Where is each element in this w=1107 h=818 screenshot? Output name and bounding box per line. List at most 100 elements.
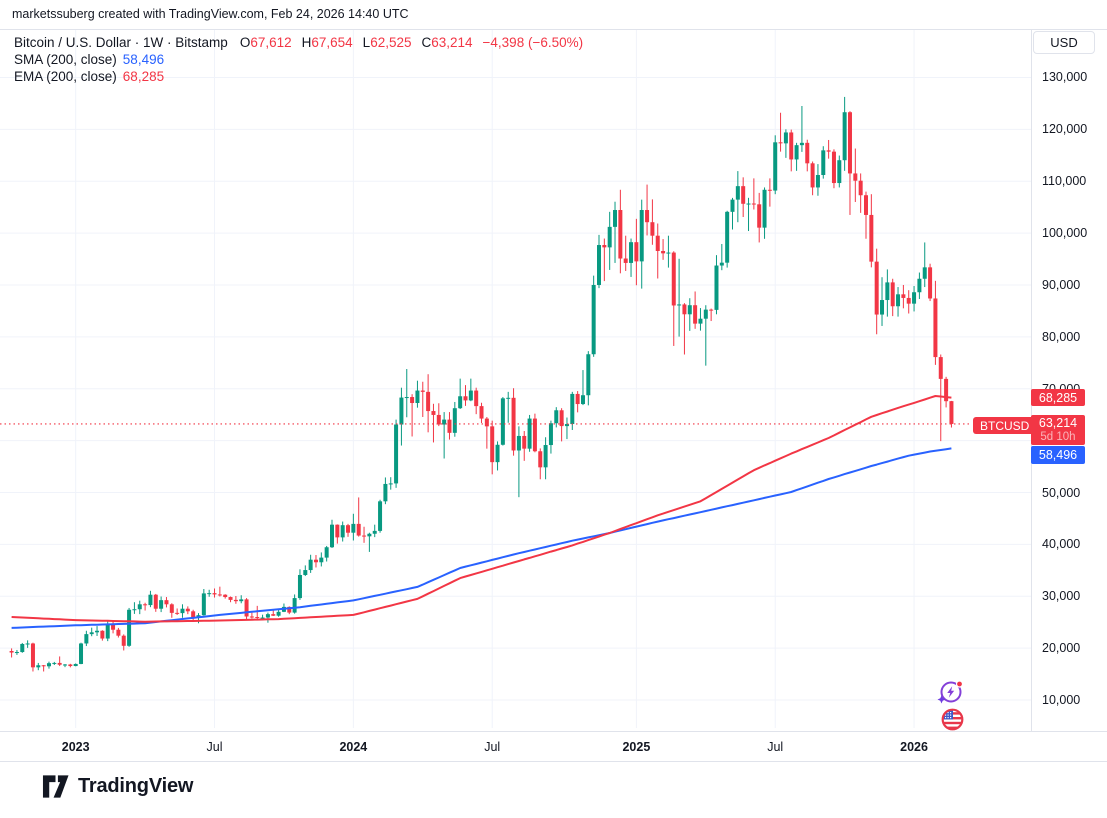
candle[interactable] [137,600,142,615]
candle[interactable] [356,497,361,537]
candle[interactable] [842,96,847,171]
candle[interactable] [372,524,377,538]
candle[interactable] [703,305,708,366]
candle[interactable] [479,402,484,423]
candle[interactable] [20,642,25,653]
candle[interactable] [399,387,404,446]
candle[interactable] [928,263,933,302]
candle[interactable] [650,199,655,245]
candle[interactable] [949,400,954,428]
candle[interactable] [543,437,548,480]
candle[interactable] [68,663,73,668]
candle[interactable] [180,604,185,618]
candle[interactable] [495,441,500,471]
candle[interactable] [132,602,137,614]
candle[interactable] [52,661,57,666]
candle[interactable] [394,419,399,488]
candle[interactable] [410,394,415,437]
candle[interactable] [794,142,799,171]
candle[interactable] [14,649,19,655]
candle[interactable] [484,417,489,449]
candle[interactable] [41,665,46,672]
candle[interactable] [383,477,388,505]
candle[interactable] [837,155,842,188]
candle[interactable] [474,387,479,415]
legend-sma-row[interactable]: SMA (200, close) 58,496 [14,51,583,68]
candle[interactable] [944,376,949,408]
candle[interactable] [922,242,927,288]
candle[interactable] [9,648,14,658]
candle[interactable] [762,187,767,239]
candle[interactable] [826,139,831,159]
candle[interactable] [719,243,724,271]
candle[interactable] [831,149,836,189]
candle[interactable] [511,388,516,456]
candle[interactable] [666,235,671,268]
candle[interactable] [175,608,180,615]
candle[interactable] [853,148,858,202]
price-axis[interactable]: 130,000 120,000 110,000 100,000 90,000 80,000… [1031,30,1107,731]
candle[interactable] [100,630,105,641]
candle[interactable] [751,178,756,210]
candle[interactable] [185,606,190,615]
candle[interactable] [244,598,249,621]
candle[interactable] [709,308,714,322]
candle[interactable] [735,171,740,223]
candle[interactable] [84,630,89,647]
candle[interactable] [789,129,794,172]
candle[interactable] [714,255,719,315]
candle[interactable] [890,278,895,317]
candle[interactable] [362,526,367,543]
candle[interactable] [46,661,51,669]
candle[interactable] [330,519,334,549]
candle[interactable] [906,290,911,314]
candle[interactable] [351,513,356,541]
candle[interactable] [121,634,126,651]
candle[interactable] [207,589,212,597]
candle[interactable] [847,111,852,215]
candle[interactable] [148,590,153,608]
candle[interactable] [346,523,351,537]
candle[interactable] [896,287,901,317]
candle[interactable] [212,588,217,598]
candle[interactable] [79,642,84,665]
candle[interactable] [527,414,532,452]
candle[interactable] [265,612,270,623]
candle[interactable] [500,397,505,446]
candle[interactable] [746,197,751,232]
candle[interactable] [468,378,473,402]
candle[interactable] [404,369,409,418]
candle[interactable] [725,210,730,268]
candle[interactable] [223,594,228,599]
candle[interactable] [741,177,746,218]
candle[interactable] [164,597,169,608]
candle[interactable] [778,112,783,152]
candle[interactable] [143,602,148,611]
candle[interactable] [420,381,425,418]
candle[interactable] [116,627,121,638]
candle[interactable] [297,569,302,600]
candle[interactable] [308,554,313,573]
candle[interactable] [874,248,879,335]
candle[interactable] [869,194,874,268]
candle[interactable] [613,201,618,263]
candle[interactable] [933,280,938,365]
candle[interactable] [618,189,623,274]
candle[interactable] [447,412,452,440]
candle[interactable] [858,173,863,213]
candle[interactable] [532,413,537,453]
candle[interactable] [677,258,682,337]
candle[interactable] [591,275,596,357]
candle[interactable] [436,403,441,427]
candle[interactable] [901,284,906,309]
candle[interactable] [233,596,238,604]
candle[interactable] [810,161,815,196]
candle[interactable] [661,239,666,260]
candle[interactable] [757,192,762,243]
candle[interactable] [159,596,164,613]
candle[interactable] [516,426,521,498]
sma-line[interactable] [11,447,952,629]
candle[interactable] [564,417,569,440]
candle[interactable] [506,391,511,423]
candle[interactable] [276,610,281,617]
